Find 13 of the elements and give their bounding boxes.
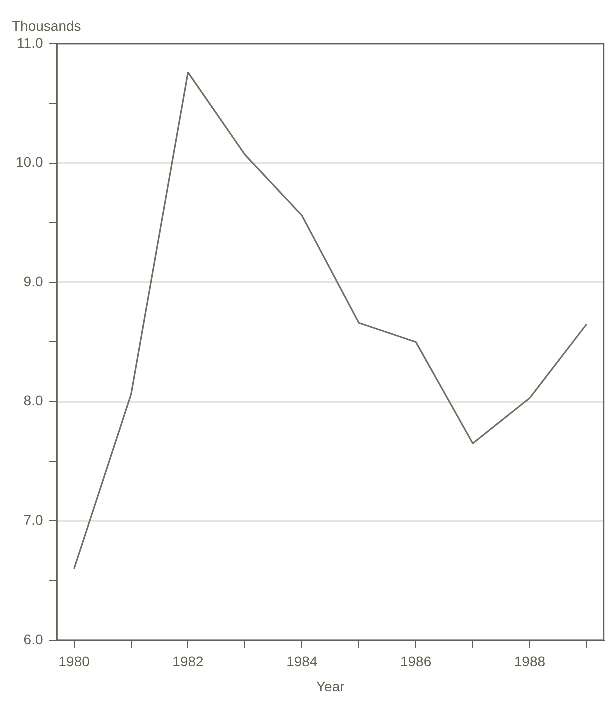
x-axis-title: Year: [316, 678, 346, 694]
y-tick-label: 10.0: [16, 154, 44, 170]
x-tick-label: 1984: [286, 654, 318, 670]
y-tick-label: 8.0: [24, 392, 44, 409]
y-tick-label: 7.0: [24, 512, 44, 528]
y-axis-title: Thousands: [12, 18, 82, 34]
y-tick-label: 6.0: [24, 631, 44, 648]
y-tick-label: 9.0: [24, 273, 44, 290]
x-tick-label: 1988: [514, 654, 546, 670]
x-tick-label: 1986: [400, 654, 432, 670]
x-tick-label: 1980: [58, 654, 90, 670]
x-tick-label: 1982: [172, 654, 204, 670]
y-tick-label: 11.0: [17, 34, 44, 51]
